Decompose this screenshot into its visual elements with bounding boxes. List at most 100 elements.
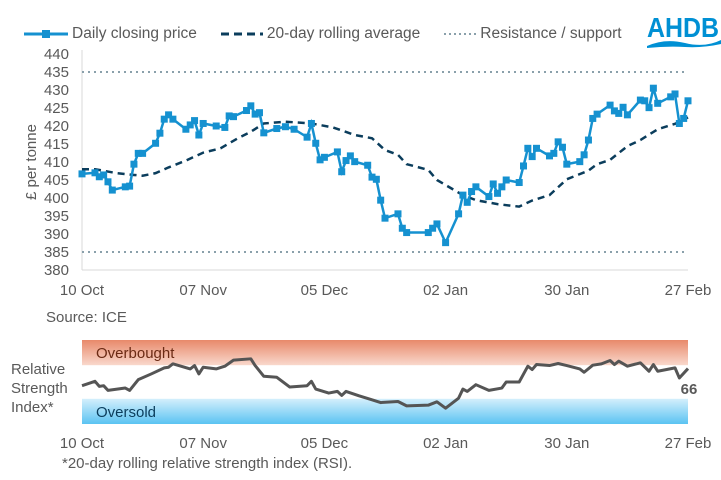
rsi-x-tick-label: 27 Feb <box>665 435 712 452</box>
y-axis-label: £ per tonne <box>23 124 40 200</box>
price-point <box>281 123 289 131</box>
price-point <box>593 110 601 118</box>
price-point <box>584 136 592 144</box>
price-point <box>186 121 194 129</box>
price-point <box>533 144 540 152</box>
price-point <box>675 119 683 127</box>
price-point <box>520 162 528 170</box>
price-point <box>641 97 649 105</box>
price-point <box>351 158 359 166</box>
price-point <box>242 107 250 115</box>
price-point <box>684 97 692 105</box>
price-point <box>636 96 644 104</box>
legend-item-average: 20-day rolling average <box>219 25 420 43</box>
rolling-average-line <box>82 116 689 208</box>
y-tick-label: 380 <box>44 262 69 279</box>
y-tick-label: 385 <box>44 244 69 261</box>
price-point <box>230 113 237 121</box>
price-point <box>589 114 597 122</box>
price-point <box>255 109 263 117</box>
price-point <box>91 169 99 177</box>
price-point <box>368 173 376 181</box>
price-point <box>671 90 679 98</box>
legend-label-price: Daily closing price <box>72 25 197 42</box>
y-tick-label: 440 <box>44 46 69 63</box>
price-point <box>381 214 389 222</box>
rsi-x-tick-label: 02 Jan <box>423 435 468 452</box>
x-tick-label: 30 Jan <box>544 282 589 299</box>
ahdb-logo: AHDB <box>645 10 721 55</box>
price-point <box>524 144 532 152</box>
ahdb-logo-wave-icon: AHDB <box>647 12 721 48</box>
y-tick-label: 425 <box>44 100 69 117</box>
price-point <box>247 102 255 110</box>
price-point <box>394 210 402 218</box>
price-point <box>160 115 168 123</box>
y-tick-label: 410 <box>44 154 69 171</box>
price-point <box>606 101 614 109</box>
rsi-axis-label-line2: Strength <box>11 380 68 397</box>
price-point <box>225 112 233 120</box>
oversold-label: Oversold <box>96 404 156 421</box>
price-point <box>182 125 190 133</box>
solid-line-square-marker-icon <box>24 30 68 38</box>
footnote: *20-day rolling relative strength index … <box>62 455 352 472</box>
dotted-line-icon <box>444 33 477 35</box>
y-tick-label: 400 <box>44 190 69 207</box>
price-point <box>364 161 372 169</box>
price-point <box>558 143 566 151</box>
price-point <box>455 210 463 218</box>
price-point <box>152 139 160 147</box>
price-point <box>680 114 688 122</box>
price-point <box>463 198 471 206</box>
price-point <box>156 129 164 137</box>
rsi-x-tick-label: 07 Nov <box>179 435 227 452</box>
price-point <box>485 193 493 201</box>
price-point <box>320 153 328 161</box>
rsi-x-tick-label: 10 Oct <box>60 435 105 452</box>
price-point <box>403 229 411 237</box>
rsi-x-tick-label: 30 Jan <box>544 435 589 452</box>
price-point <box>649 84 657 92</box>
legend-label-levels: Resistance / support <box>480 25 622 42</box>
price-point <box>251 110 259 118</box>
price-point <box>303 133 311 141</box>
dashed-line-icon <box>220 32 263 36</box>
price-point <box>104 178 112 186</box>
price-point <box>576 158 584 166</box>
price-point <box>78 170 86 178</box>
x-tick-label: 05 Dec <box>301 282 349 299</box>
price-point <box>316 156 324 164</box>
y-tick-label: 390 <box>44 226 69 243</box>
price-point <box>515 179 523 187</box>
price-point <box>260 129 268 137</box>
price-point <box>346 152 354 160</box>
price-point <box>563 160 571 168</box>
y-tick-label: 435 <box>44 64 69 81</box>
price-point <box>424 229 432 237</box>
price-point <box>221 123 229 131</box>
price-point <box>312 139 320 147</box>
x-tick-label: 10 Oct <box>60 282 105 299</box>
overbought-label: Overbought <box>96 345 175 362</box>
y-tick-label: 430 <box>44 82 69 99</box>
price-point <box>372 175 380 183</box>
price-point <box>623 111 631 119</box>
rsi-x-tick-label: 05 Dec <box>301 435 349 452</box>
price-point <box>498 183 506 191</box>
price-point <box>528 153 536 161</box>
price-point <box>442 239 450 247</box>
price-point <box>580 151 588 159</box>
price-point <box>139 149 147 157</box>
price-point <box>667 93 675 101</box>
price-point <box>654 99 662 107</box>
price-point <box>545 152 553 160</box>
price-point <box>398 224 406 232</box>
price-point <box>619 103 627 111</box>
price-point <box>212 122 220 130</box>
price-point <box>550 149 558 157</box>
price-point <box>199 119 207 127</box>
rsi-chart: Overbought Oversold 66 <box>81 340 697 424</box>
